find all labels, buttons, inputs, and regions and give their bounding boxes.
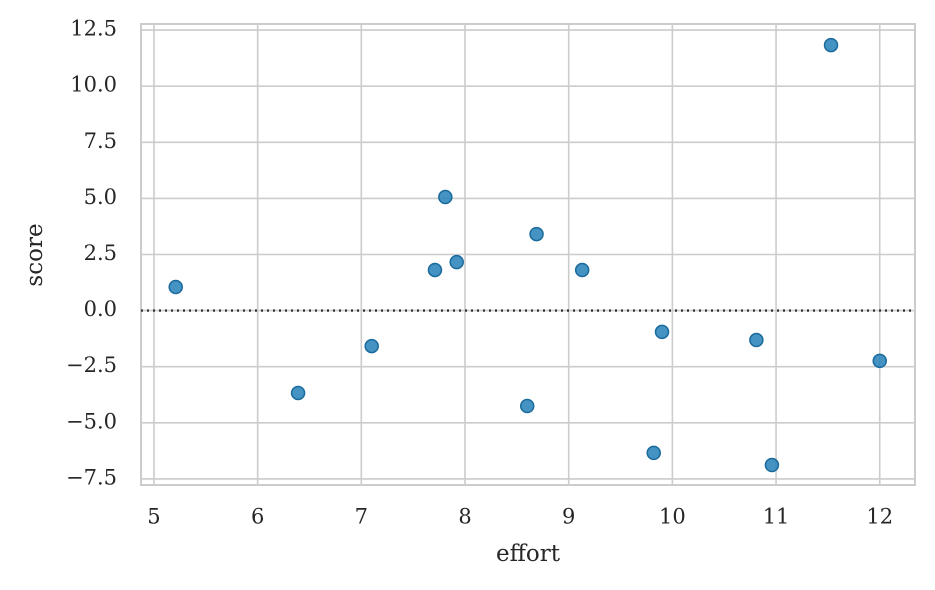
y-tick-label: 7.5 xyxy=(84,129,117,153)
point xyxy=(168,279,183,295)
point xyxy=(427,262,443,278)
y-tick-label: −2.5 xyxy=(66,353,117,377)
y-tick-label: 5.0 xyxy=(84,185,117,209)
point xyxy=(364,338,379,354)
x-tick-label: 8 xyxy=(458,505,471,529)
plot-frame xyxy=(140,23,916,486)
point xyxy=(823,37,839,53)
point xyxy=(574,262,590,278)
point xyxy=(646,445,661,461)
x-tick-label: 12 xyxy=(866,505,893,529)
x-tick-label: 11 xyxy=(763,505,790,529)
point xyxy=(749,332,764,348)
x-tick-label: 10 xyxy=(659,505,686,529)
y-tick-label: 0.0 xyxy=(84,297,117,321)
point xyxy=(872,353,887,369)
point xyxy=(449,254,464,270)
y-tick-label: 12.5 xyxy=(70,17,117,41)
point xyxy=(438,189,453,205)
x-tick-label: 9 xyxy=(562,505,575,529)
point xyxy=(519,398,535,414)
y-tick-label: 10.0 xyxy=(70,73,117,97)
point xyxy=(290,385,306,401)
x-axis-label: effort xyxy=(496,541,561,567)
point xyxy=(654,324,670,340)
point xyxy=(529,226,544,242)
y-tick-label: −7.5 xyxy=(66,465,117,489)
y-tick-label: 2.5 xyxy=(84,241,117,265)
x-tick-label: 7 xyxy=(355,505,368,529)
point xyxy=(764,457,780,473)
y-axis-label: score xyxy=(22,223,48,286)
y-tick-label: −5.0 xyxy=(66,409,117,433)
x-tick-label: 6 xyxy=(251,505,264,529)
x-tick-label: 5 xyxy=(147,505,160,529)
